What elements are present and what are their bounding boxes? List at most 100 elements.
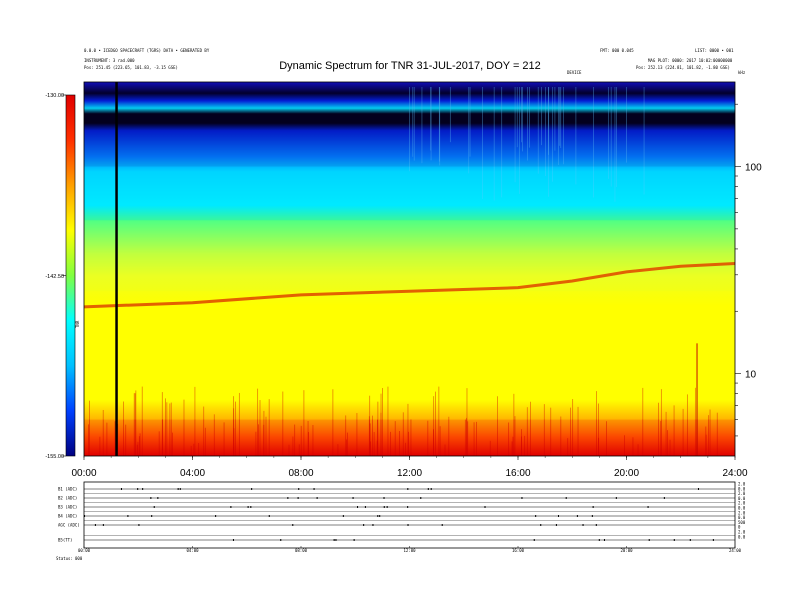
- spectral-band: [84, 419, 735, 456]
- housekeeping-point: [153, 506, 155, 508]
- housekeeping-frame: [83, 481, 736, 549]
- housekeeping-point: [316, 497, 318, 499]
- status-label: Status:: [56, 556, 73, 561]
- housekeeping-point: [565, 497, 567, 499]
- housekeeping-point: [363, 524, 365, 526]
- housekeeping-point: [150, 497, 152, 499]
- housekeeping-point: [364, 506, 366, 508]
- housekeeping-point: [142, 488, 144, 490]
- housekeeping-point: [352, 497, 354, 499]
- header-info-right-1: FMT: 000 0.045: [600, 48, 634, 53]
- housekeeping-scale-label: 2.0: [738, 491, 746, 496]
- housekeeping-point: [697, 488, 699, 490]
- housekeeping-point: [120, 488, 122, 490]
- housekeeping-point: [383, 506, 385, 508]
- spectrogram: [84, 82, 735, 456]
- housekeeping-point: [333, 539, 335, 541]
- corner-unit-label: kHz: [738, 70, 746, 75]
- housekeeping-point: [280, 539, 282, 541]
- housekeeping-point: [603, 539, 605, 541]
- spectral-band: [84, 166, 735, 221]
- housekeeping-point: [232, 539, 234, 541]
- spectral-band: [84, 291, 735, 420]
- housekeeping-scale-label: 2.0: [738, 530, 746, 535]
- housekeeping-axis: 00:00 04:00 08:00 12:00 16:00 20:00 24:00: [78, 546, 742, 553]
- y-axis: 100 10: [735, 103, 762, 437]
- status-value: 000: [75, 556, 83, 561]
- housekeeping-point: [94, 524, 96, 526]
- colorbar-label-bottom: -155.00: [45, 454, 64, 460]
- housekeeping-point: [268, 515, 270, 517]
- housekeeping-tick-label: 08:00: [295, 548, 308, 553]
- housekeeping-point: [427, 488, 429, 490]
- housekeeping-tick-label: 04:00: [186, 548, 199, 553]
- spectrogram-streaks: [88, 87, 718, 456]
- x-tick-label: 08:00: [288, 468, 313, 479]
- x-tick-label: 24:00: [722, 468, 747, 479]
- housekeeping-point: [335, 539, 337, 541]
- housekeeping-tick-label: 24:00: [729, 548, 742, 553]
- housekeeping-scale-label: 0: [738, 525, 741, 530]
- colorbar-label-top: -130.00: [45, 93, 64, 99]
- x-tick-label: 12:00: [397, 468, 422, 479]
- housekeeping-point: [595, 524, 597, 526]
- housekeeping-point: [251, 488, 253, 490]
- header-info-left-2: INSTRUMENT: 3 rad.000: [84, 58, 135, 63]
- housekeeping-point: [292, 524, 294, 526]
- header-info-right-2: LIST: 0000 • 001: [695, 48, 734, 53]
- housekeeping-point: [372, 524, 374, 526]
- colorbar-side-label: TNR: [75, 320, 80, 328]
- housekeeping-scale-label: 0.0: [738, 506, 746, 511]
- y-tick-label: 100: [745, 163, 762, 174]
- housekeeping-scale-label: 0.0: [738, 534, 746, 539]
- housekeeping-point: [689, 539, 691, 541]
- housekeeping-scale-label: 500: [738, 520, 746, 525]
- housekeeping-point: [250, 506, 252, 508]
- housekeeping-tick-label: 00:00: [78, 548, 91, 553]
- housekeeping-point: [137, 488, 139, 490]
- marker-label: DEVICE: [567, 70, 582, 75]
- housekeeping-tick-label: 12:00: [403, 548, 416, 553]
- housekeeping-point: [177, 488, 179, 490]
- housekeeping-point: [557, 515, 559, 517]
- housekeeping-point: [598, 539, 600, 541]
- housekeeping-panel: B1 (ADC) B2 (ADC) B3 (ADC) B4 (ADC) AGC (ADC…: [56, 482, 746, 562]
- housekeeping-point: [407, 488, 409, 490]
- housekeeping-scale-label: 2.0: [738, 510, 746, 515]
- housekeeping-point: [127, 515, 129, 517]
- housekeeping-point: [540, 524, 542, 526]
- housekeeping-point: [297, 497, 299, 499]
- housekeeping-point: [179, 488, 181, 490]
- y-tick-label: 10: [745, 370, 757, 381]
- housekeeping-point: [673, 539, 675, 541]
- housekeeping-point: [247, 506, 249, 508]
- housekeeping-point: [615, 497, 617, 499]
- housekeeping-point: [377, 515, 379, 517]
- housekeeping-point: [287, 497, 289, 499]
- housekeeping-point: [215, 515, 217, 517]
- housekeeping-point: [353, 539, 355, 541]
- housekeeping-point: [157, 497, 159, 499]
- housekeeping-point: [712, 539, 714, 541]
- housekeeping-row-label: B1 (ADC): [58, 487, 77, 492]
- housekeeping-scale-label: 0.0: [738, 496, 746, 501]
- housekeeping-point: [407, 506, 409, 508]
- housekeeping-point: [420, 497, 422, 499]
- housekeeping-point: [484, 506, 486, 508]
- spectral-band: [84, 220, 735, 292]
- housekeeping-point: [647, 506, 649, 508]
- housekeeping-tick-label: 16:00: [512, 548, 525, 553]
- chart-title: Dynamic Spectrum for TNR 31-JUL-2017, DO…: [279, 60, 541, 72]
- housekeeping-point: [138, 524, 140, 526]
- header-info-right-3: MAG PLOT: 0000: 2017 10:02:00000000: [648, 58, 733, 63]
- housekeeping-point: [591, 515, 593, 517]
- plasma-line: [84, 262, 735, 309]
- x-axis: 00:00 04:00 08:00 12:00 16:00 20:00 24:00: [71, 456, 748, 479]
- housekeeping-point: [663, 497, 665, 499]
- header-info-right-4: Pos: 252.13 (224.81, 101.82, -1.80 GSE): [636, 65, 730, 70]
- housekeeping-row-label: AGC (ADC): [58, 523, 80, 528]
- housekeeping-scale-label: 0.0: [738, 515, 746, 520]
- housekeeping-row-label: B4 (ADC): [58, 514, 77, 519]
- housekeeping-point: [521, 497, 523, 499]
